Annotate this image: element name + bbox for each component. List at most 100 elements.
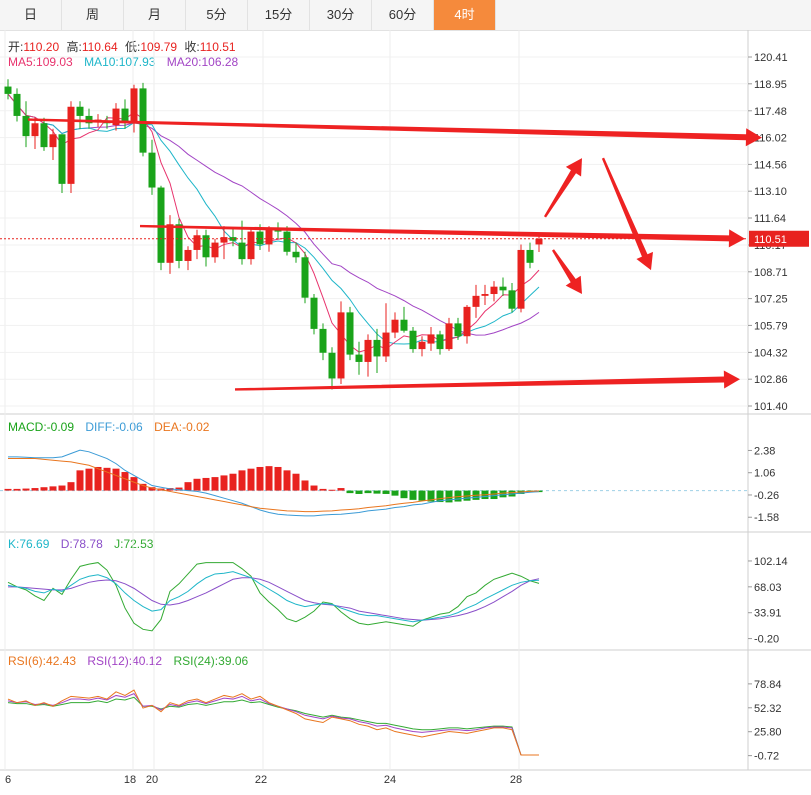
rsi-tick-label: 78.84 bbox=[754, 679, 782, 691]
macd-bar bbox=[130, 477, 138, 491]
tab-2[interactable]: 月 bbox=[124, 0, 186, 30]
candle-body bbox=[481, 294, 489, 296]
rsi6-line bbox=[7, 689, 539, 756]
macd-bar bbox=[301, 480, 309, 491]
tab-3[interactable]: 5分 bbox=[186, 0, 248, 30]
candle-body bbox=[328, 352, 336, 379]
macd-tick-label: -1.58 bbox=[754, 512, 779, 524]
ma10-value: 107.93 bbox=[118, 55, 156, 69]
price-tick-label: 102.86 bbox=[754, 374, 788, 386]
tab-7[interactable]: 4时 bbox=[434, 0, 496, 30]
candle-body bbox=[202, 235, 210, 258]
candle-body bbox=[265, 229, 273, 245]
timeframe-tabs: 日周月 5分 15分 30分 60分 4时 bbox=[0, 0, 811, 31]
macd-bar bbox=[247, 468, 255, 491]
candle-body bbox=[499, 286, 507, 291]
candle-body bbox=[256, 231, 264, 245]
price-tick-label: 111.64 bbox=[754, 213, 786, 225]
candle-body bbox=[274, 229, 282, 232]
tab-5[interactable]: 30分 bbox=[310, 0, 372, 30]
price-tick-label: 114.56 bbox=[754, 159, 787, 171]
candle-body bbox=[355, 354, 363, 362]
ma5-value: 109.03 bbox=[36, 55, 73, 69]
kdj-tick-label: 68.03 bbox=[754, 582, 782, 594]
candle-body bbox=[535, 238, 543, 245]
kdj-tick-label: -0.20 bbox=[754, 634, 779, 646]
candle-body bbox=[346, 312, 354, 355]
macd-bar bbox=[490, 490, 498, 500]
tab-6[interactable]: 60分 bbox=[372, 0, 434, 30]
candle-body bbox=[220, 237, 228, 243]
ma10-label: MA10: bbox=[84, 55, 119, 69]
candle-body bbox=[301, 257, 309, 298]
x-tick-label: 28 bbox=[510, 774, 522, 786]
macd-value: -0.09 bbox=[46, 420, 75, 434]
macd-bar bbox=[364, 490, 372, 494]
candle-body bbox=[418, 341, 426, 350]
candle-body bbox=[445, 323, 453, 350]
current-price-label: 110.51 bbox=[754, 234, 787, 246]
macd-bar bbox=[49, 486, 57, 491]
arrow-current-level-shape bbox=[139, 224, 746, 248]
candle-body bbox=[40, 123, 48, 148]
price-tick-label: 117.48 bbox=[754, 106, 787, 118]
x-tick-label: 6 bbox=[5, 774, 11, 786]
candle-body bbox=[517, 249, 525, 309]
candle-body bbox=[85, 115, 93, 124]
macd-bar bbox=[4, 488, 12, 491]
candle-body bbox=[121, 108, 129, 122]
ma5-label: MA5: bbox=[8, 55, 37, 69]
kdj-legend: K:76.69 D:78.78 J:72.53 bbox=[8, 537, 157, 551]
candle-body bbox=[193, 235, 201, 250]
candle-body bbox=[319, 328, 327, 353]
macd-bar bbox=[139, 483, 147, 491]
kdj-tick-label: 102.14 bbox=[754, 556, 788, 568]
rsi-tick-label: 25.80 bbox=[754, 727, 782, 739]
arrow-projected-down-shape bbox=[601, 157, 653, 271]
kdj-tick-label: 33.91 bbox=[754, 608, 782, 620]
x-tick-label: 22 bbox=[255, 774, 267, 786]
macd-dea-line bbox=[8, 458, 540, 513]
macd-bar bbox=[85, 468, 93, 491]
price-tick-label: 107.25 bbox=[754, 294, 788, 306]
x-tick-label: 24 bbox=[384, 774, 396, 786]
macd-bar bbox=[454, 490, 462, 502]
tab-0[interactable]: 日 bbox=[0, 0, 62, 30]
macd-diff-line bbox=[8, 449, 540, 517]
price-tick-label: 104.32 bbox=[754, 347, 788, 359]
candle-body bbox=[454, 323, 462, 337]
macd-bar bbox=[256, 466, 264, 491]
macd-bar bbox=[337, 488, 345, 491]
candle-body bbox=[238, 242, 246, 260]
macd-bar bbox=[202, 477, 210, 491]
x-tick-label: 18 bbox=[124, 774, 136, 786]
tab-1[interactable]: 周 bbox=[62, 0, 124, 30]
candle-body bbox=[508, 290, 516, 309]
kdj-d-line bbox=[8, 577, 540, 621]
open-label: 开: bbox=[8, 40, 24, 54]
candle-body bbox=[175, 224, 183, 261]
candle-body bbox=[157, 187, 165, 263]
macd-bar bbox=[193, 478, 201, 491]
ma5-line bbox=[7, 93, 540, 353]
macd-bar bbox=[238, 470, 246, 491]
macd-bar bbox=[103, 467, 111, 491]
macd-bar bbox=[283, 470, 291, 491]
dea-label: DEA: bbox=[154, 420, 183, 434]
rsi-tick-label: -0.72 bbox=[754, 751, 779, 763]
macd-bar bbox=[400, 490, 408, 499]
high-label: 高: bbox=[66, 40, 82, 54]
candle-body bbox=[247, 231, 255, 260]
price-tick-label: 116.02 bbox=[754, 133, 787, 145]
macd-bar bbox=[112, 468, 120, 491]
tab-4[interactable]: 15分 bbox=[248, 0, 310, 30]
candle-body bbox=[76, 106, 84, 116]
candle-body bbox=[112, 108, 120, 126]
candle-body bbox=[337, 312, 345, 379]
x-tick-label: 20 bbox=[146, 774, 158, 786]
diff-value: -0.06 bbox=[115, 420, 143, 434]
macd-bar bbox=[373, 490, 381, 494]
macd-bar bbox=[175, 487, 183, 491]
open-value: 110.20 bbox=[23, 40, 60, 54]
k-value: 76.69 bbox=[19, 537, 50, 551]
